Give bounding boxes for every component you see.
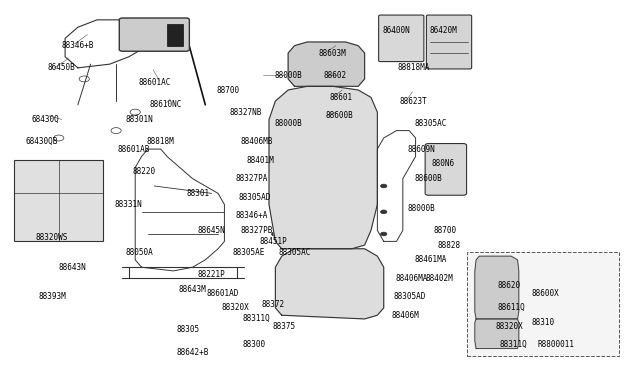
Text: 88602: 88602	[323, 71, 346, 80]
Text: 88643M: 88643M	[179, 285, 206, 294]
Text: 88623T: 88623T	[399, 97, 428, 106]
Bar	[167, 23, 183, 46]
Text: 88402M: 88402M	[425, 274, 453, 283]
Text: 88346+B: 88346+B	[62, 41, 94, 50]
Text: 88700: 88700	[433, 226, 456, 235]
Circle shape	[271, 195, 279, 199]
Circle shape	[271, 232, 279, 236]
Text: 88828: 88828	[438, 241, 461, 250]
Text: 88000B: 88000B	[274, 71, 302, 80]
Text: 88305AC: 88305AC	[278, 248, 311, 257]
Circle shape	[381, 210, 387, 214]
Text: 88320X: 88320X	[495, 322, 523, 331]
Text: 88393M: 88393M	[38, 292, 66, 301]
Polygon shape	[475, 319, 519, 349]
Text: 88603M: 88603M	[319, 49, 346, 58]
Text: 88311Q: 88311Q	[243, 314, 270, 323]
Text: 88600X: 88600X	[532, 289, 559, 298]
Text: 88375: 88375	[272, 322, 295, 331]
Bar	[14, 160, 103, 241]
Text: 68430Q: 68430Q	[32, 115, 60, 124]
Text: 88600B: 88600B	[325, 111, 353, 121]
Text: 88050A: 88050A	[125, 248, 154, 257]
Text: 88320X: 88320X	[221, 303, 249, 312]
Text: 88401M: 88401M	[246, 155, 275, 165]
Text: 88610NC: 88610NC	[150, 100, 182, 109]
Text: 88601AD: 88601AD	[207, 289, 239, 298]
Text: 88327PB: 88327PB	[241, 226, 273, 235]
Text: 86400N: 86400N	[383, 26, 410, 35]
Text: 88600B: 88600B	[414, 174, 442, 183]
Text: R8800011: R8800011	[538, 340, 575, 349]
Text: 88310: 88310	[532, 318, 555, 327]
Text: 88611Q: 88611Q	[497, 303, 525, 312]
Text: 88305AD: 88305AD	[239, 193, 271, 202]
Text: 88305: 88305	[177, 326, 200, 334]
Text: 88406M: 88406M	[392, 311, 419, 320]
Text: 88221P: 88221P	[198, 270, 225, 279]
Text: 88327PA: 88327PA	[236, 174, 268, 183]
Text: 88620: 88620	[497, 281, 520, 290]
Text: 86420M: 86420M	[429, 26, 458, 35]
Circle shape	[361, 232, 369, 236]
FancyBboxPatch shape	[379, 15, 424, 62]
Text: 88311Q: 88311Q	[500, 340, 527, 349]
Text: 88818MA: 88818MA	[397, 63, 430, 72]
Text: 88327NB: 88327NB	[230, 108, 262, 117]
Text: 88406MA: 88406MA	[395, 274, 428, 283]
Text: 88372: 88372	[261, 300, 285, 309]
Text: 88000B: 88000B	[274, 119, 302, 128]
Text: 88601AC: 88601AC	[138, 78, 171, 87]
Polygon shape	[275, 249, 384, 319]
Text: 880N6: 880N6	[431, 159, 454, 169]
Text: 88601: 88601	[330, 93, 353, 102]
Text: 88000B: 88000B	[408, 203, 436, 213]
Polygon shape	[269, 86, 378, 249]
Polygon shape	[475, 256, 519, 319]
Text: 88700: 88700	[217, 86, 240, 94]
Text: 88301N: 88301N	[125, 115, 154, 124]
Text: 88461MA: 88461MA	[414, 255, 447, 264]
Text: 88320WS: 88320WS	[35, 233, 68, 242]
Text: 88643N: 88643N	[59, 263, 86, 272]
Polygon shape	[288, 42, 365, 86]
Text: 86450B: 86450B	[47, 63, 75, 72]
Text: 88406MB: 88406MB	[241, 137, 273, 146]
Text: 88300: 88300	[243, 340, 266, 349]
FancyBboxPatch shape	[119, 18, 189, 51]
Text: 88301: 88301	[186, 189, 209, 198]
Text: 88642+B: 88642+B	[177, 348, 209, 357]
Text: 88601AB: 88601AB	[117, 145, 150, 154]
Bar	[467, 253, 620, 356]
Text: 88305AE: 88305AE	[232, 248, 264, 257]
FancyBboxPatch shape	[425, 144, 467, 195]
Text: 88331N: 88331N	[115, 200, 143, 209]
Text: 88305AD: 88305AD	[394, 292, 426, 301]
Circle shape	[381, 232, 387, 236]
Text: 88645N: 88645N	[198, 226, 225, 235]
Text: 88220: 88220	[132, 167, 155, 176]
Text: 68430QB: 68430QB	[26, 137, 58, 146]
Circle shape	[381, 184, 387, 188]
Text: 88818M: 88818M	[147, 137, 175, 146]
Circle shape	[361, 195, 369, 199]
Text: 88346+A: 88346+A	[236, 211, 268, 220]
Text: 88305AC: 88305AC	[414, 119, 447, 128]
Text: 88609N: 88609N	[408, 145, 436, 154]
Text: 88451P: 88451P	[259, 237, 287, 246]
FancyBboxPatch shape	[426, 15, 472, 69]
